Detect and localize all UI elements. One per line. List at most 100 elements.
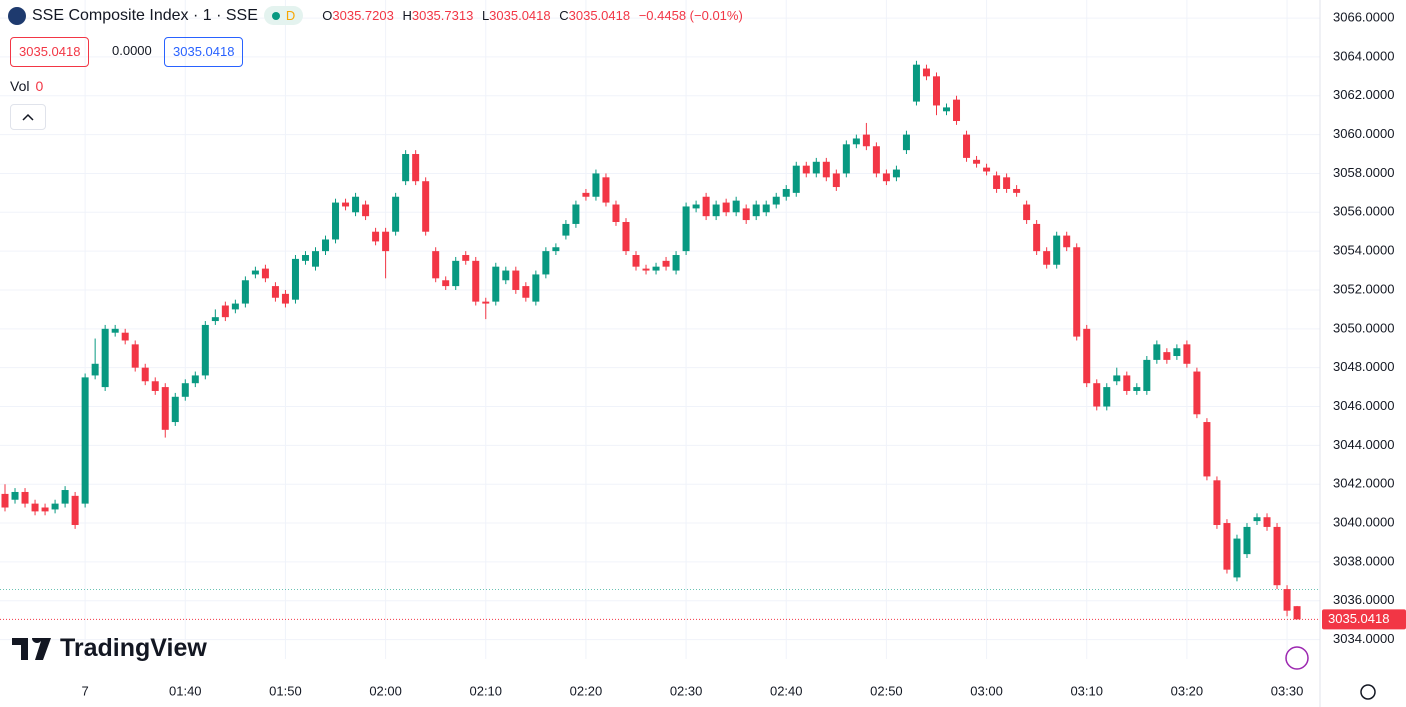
candle-body [362, 204, 370, 217]
candle-body [311, 251, 319, 267]
candle-body [892, 169, 900, 178]
candle-body [662, 260, 670, 267]
candle-body [872, 146, 880, 174]
candle-body [722, 202, 730, 213]
candle-body [342, 202, 350, 207]
candle-body [772, 196, 780, 205]
candle-body [592, 173, 600, 197]
candle-body [472, 260, 480, 302]
y-tick-label: 3038.0000 [1333, 553, 1394, 568]
x-tick-label: 02:10 [469, 683, 502, 698]
x-tick-label: 03:20 [1171, 683, 1204, 698]
badge-text: D [285, 8, 296, 23]
y-tick-label: 3042.0000 [1333, 476, 1394, 491]
candle-body [251, 270, 259, 275]
ohlc-value: 3035.7203 [332, 8, 394, 23]
candle-body [1183, 344, 1191, 364]
candle-body [1003, 177, 1011, 189]
y-tick-label: 3058.0000 [1333, 165, 1394, 180]
candle-body [372, 231, 380, 242]
x-tick-label: 7 [82, 683, 89, 698]
candle-body [462, 255, 470, 261]
candle-body [131, 344, 139, 368]
candle-body [532, 274, 540, 302]
candle-body [151, 381, 159, 391]
x-tick-label: 02:40 [770, 683, 803, 698]
y-tick-label: 3036.0000 [1333, 592, 1394, 607]
candle-body [552, 247, 560, 252]
candle-body [742, 208, 750, 221]
candle-body [61, 490, 69, 504]
x-tick-label: 02:20 [570, 683, 603, 698]
candle-body [201, 324, 209, 376]
candle-body [392, 196, 400, 232]
vol-label: Vol [10, 78, 30, 94]
x-tick-label: 01:40 [169, 683, 202, 698]
candle-body [932, 76, 940, 106]
candle-body [572, 204, 580, 224]
candle-body [301, 255, 309, 261]
candle-body [482, 301, 490, 304]
candle-body [31, 503, 39, 512]
candle-body [211, 317, 219, 322]
candle-body [562, 223, 570, 236]
volume-legend: Vol 0 [10, 78, 43, 94]
candle-body [502, 270, 510, 281]
candle-body [732, 200, 740, 213]
candle-body [1203, 422, 1211, 477]
ohlc-key: H [402, 8, 412, 23]
x-tick-label: 02:30 [670, 683, 703, 698]
ohlc-key: L [481, 8, 490, 23]
candle-body [442, 280, 450, 287]
candle-body [1173, 348, 1181, 357]
symbol-title[interactable]: SSE Composite Index · 1 · SSE [32, 6, 258, 24]
candle-body [522, 286, 530, 298]
candle-body [852, 138, 860, 145]
candle-body [171, 396, 179, 423]
candle-body [712, 204, 720, 217]
ohlc-value: 3035.0418 [489, 8, 551, 23]
buy-button[interactable]: 3035.0418 [164, 37, 244, 67]
candle-body [762, 204, 770, 213]
candle-body [432, 251, 440, 279]
y-tick-label: 3066.0000 [1333, 10, 1394, 25]
candle-body [111, 328, 119, 333]
candle-body [81, 377, 89, 504]
status-dot [271, 11, 280, 20]
candle-body [882, 173, 890, 182]
candle-body [912, 64, 920, 102]
candle-body [1273, 526, 1281, 586]
candle-body [1113, 375, 1121, 382]
logo-text: TradingView [60, 634, 207, 662]
candle-body [191, 375, 199, 384]
x-tick-label: 01:50 [269, 683, 302, 698]
candle-body [1103, 387, 1111, 407]
y-tick-label: 3064.0000 [1333, 48, 1394, 63]
candle-body [602, 177, 610, 203]
sell-button[interactable]: 3035.0418 [10, 37, 90, 67]
flash-icon[interactable] [1285, 646, 1309, 670]
candle-body [21, 491, 29, 504]
collapse-button[interactable] [10, 104, 46, 130]
candle-body [792, 165, 800, 193]
candle-body [822, 161, 830, 178]
settings-icon[interactable] [1360, 684, 1376, 700]
candle-body [1023, 204, 1031, 221]
candle-body [1063, 235, 1071, 248]
candle-body [1193, 371, 1201, 415]
y-tick-label: 3060.0000 [1333, 126, 1394, 141]
candle-body [782, 188, 790, 197]
watermark: TradingView [12, 634, 207, 663]
candle-body [352, 196, 360, 213]
change: −0.4458 (−0.01%) [638, 8, 743, 23]
candle-body [512, 270, 520, 290]
y-tick-label: 3052.0000 [1333, 281, 1394, 296]
candle-body [862, 134, 870, 147]
candle-body [1053, 235, 1061, 265]
candle-body [943, 107, 951, 112]
status-badge[interactable]: D [263, 6, 304, 25]
candle-body [261, 268, 269, 279]
candle-body [582, 192, 590, 197]
candle-body [1283, 589, 1291, 611]
